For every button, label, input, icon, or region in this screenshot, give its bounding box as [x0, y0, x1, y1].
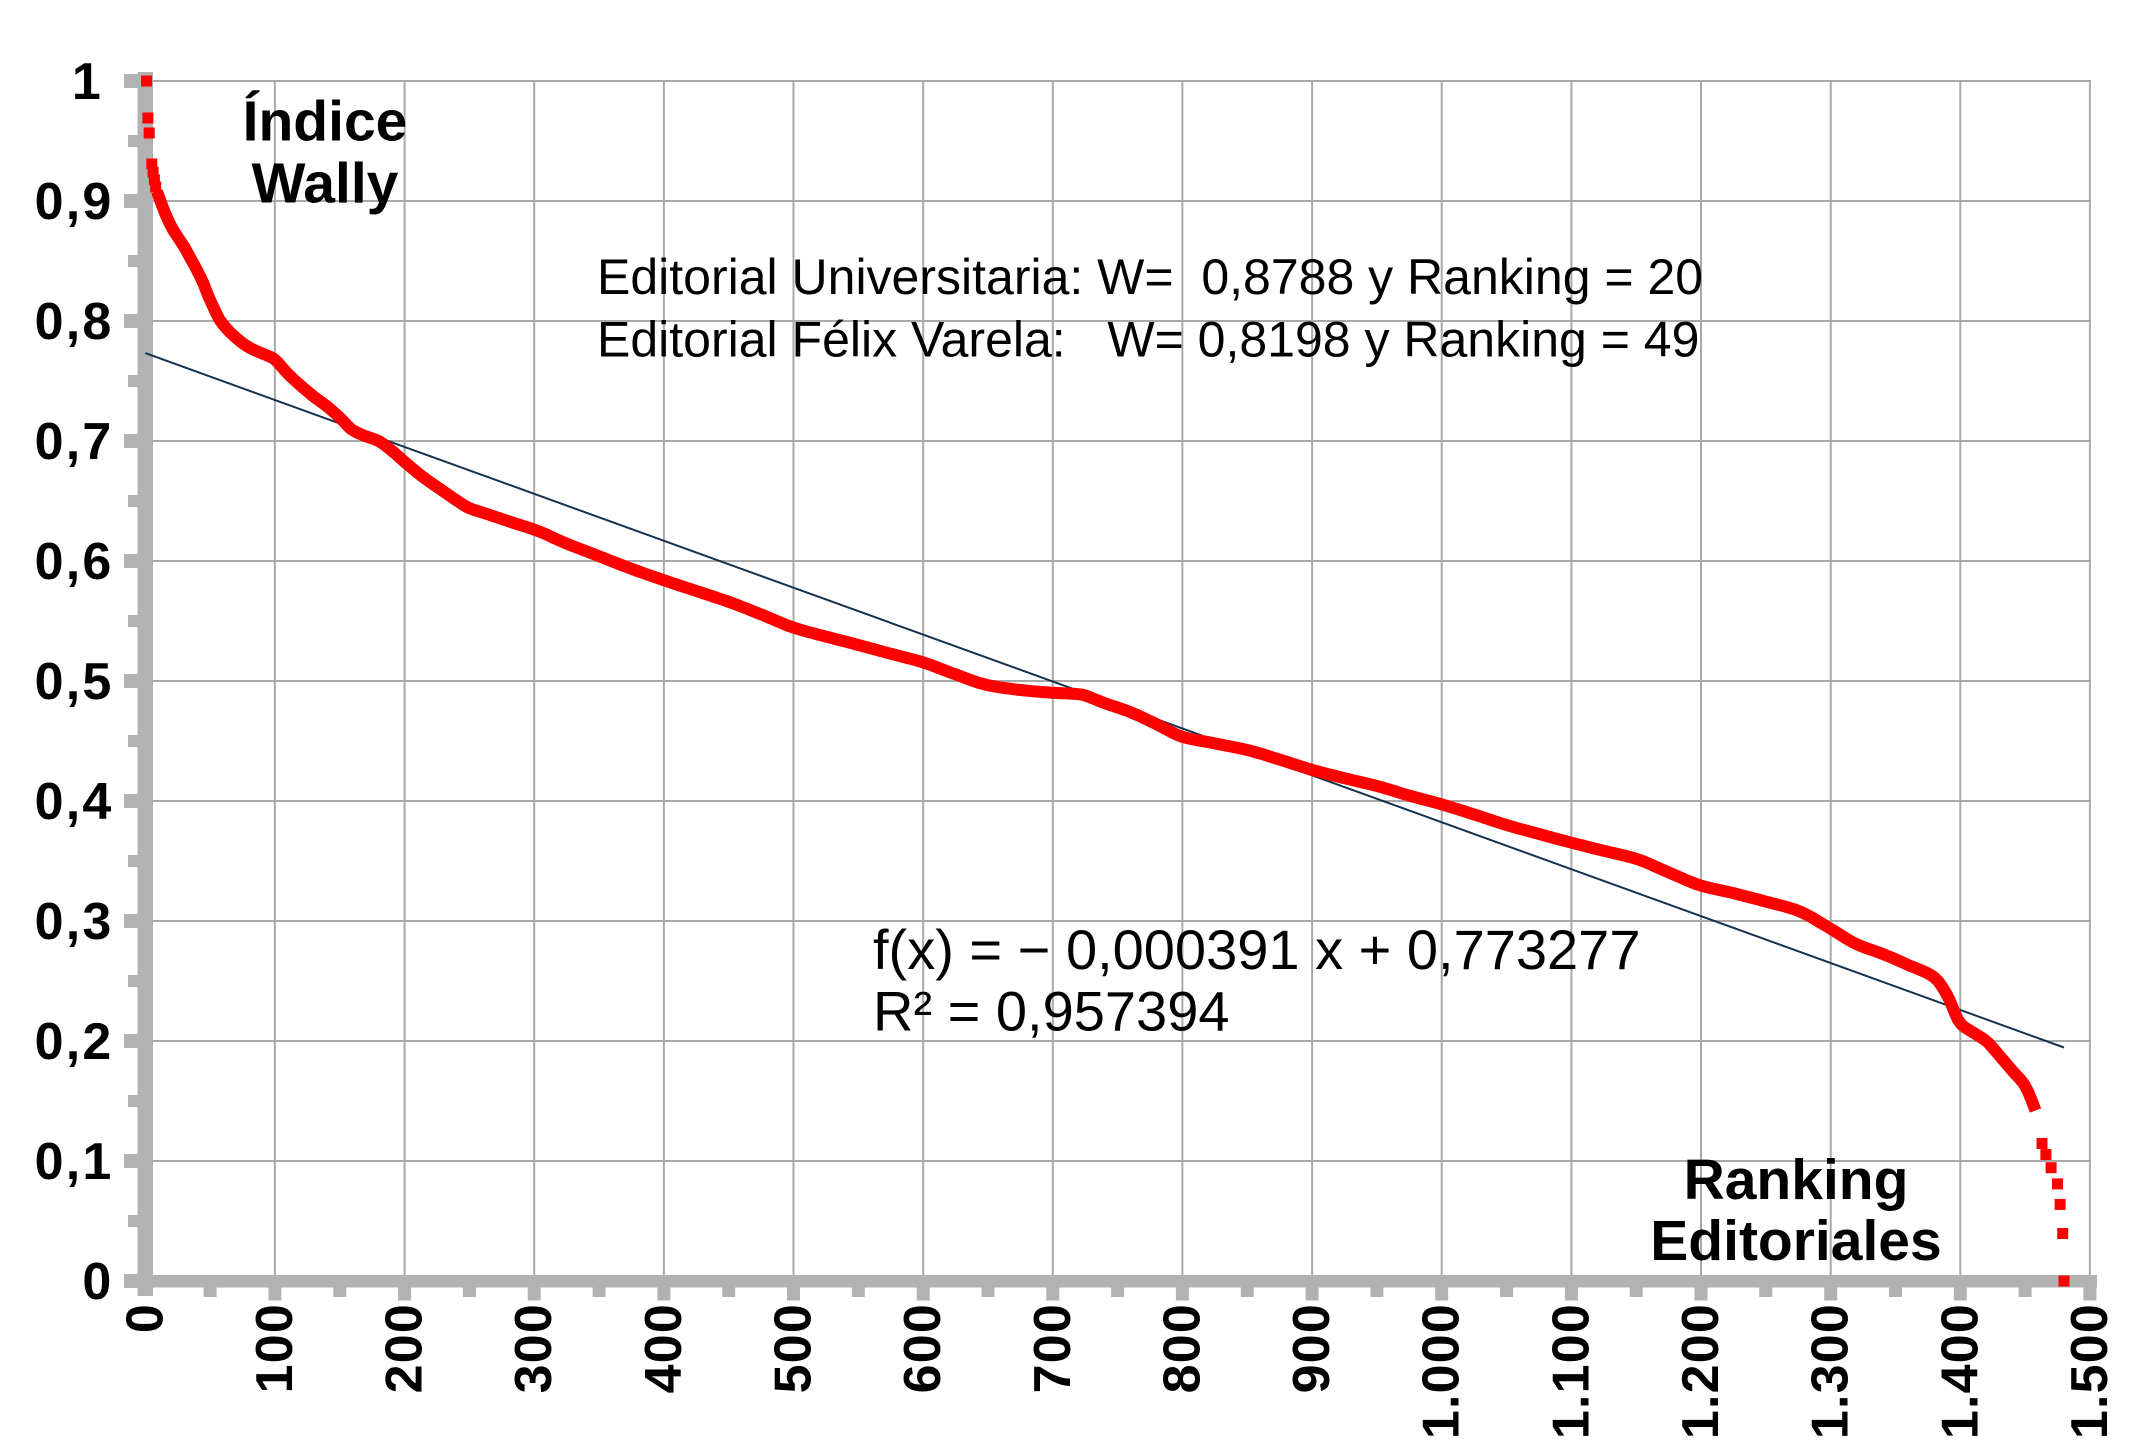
svg-text:300: 300	[505, 1303, 563, 1393]
svg-text:0: 0	[116, 1303, 174, 1333]
svg-text:1.400: 1.400	[1931, 1303, 1989, 1439]
svg-text:500: 500	[765, 1303, 823, 1393]
svg-text:R² = 0,957394: R² = 0,957394	[873, 980, 1229, 1043]
svg-text:100: 100	[246, 1303, 304, 1393]
svg-text:0,6: 0,6	[35, 533, 114, 591]
svg-text:1: 1	[72, 53, 103, 111]
svg-text:0,1: 0,1	[35, 1133, 114, 1191]
svg-text:200: 200	[376, 1303, 434, 1393]
svg-text:0,5: 0,5	[35, 653, 114, 711]
svg-text:800: 800	[1153, 1303, 1211, 1393]
svg-text:1.000: 1.000	[1413, 1303, 1471, 1439]
svg-text:0: 0	[82, 1253, 113, 1311]
svg-text:Editorial Universitaria: W= 0: Editorial Universitaria: W= 0,8788 y Ran…	[597, 249, 1703, 305]
svg-text:1.100: 1.100	[1542, 1303, 1600, 1439]
svg-text:600: 600	[894, 1303, 952, 1393]
svg-text:Wally: Wally	[252, 152, 399, 216]
svg-text:0,3: 0,3	[35, 893, 114, 951]
svg-text:1.500: 1.500	[2061, 1303, 2119, 1439]
svg-text:0,4: 0,4	[35, 773, 114, 831]
svg-text:1.300: 1.300	[1802, 1303, 1860, 1439]
svg-text:Editoriales: Editoriales	[1650, 1209, 1941, 1273]
svg-text:Editorial Félix Varela: W= 0: Editorial Félix Varela: W= 0,8198 y Rank…	[597, 312, 1699, 368]
svg-text:0,2: 0,2	[35, 1013, 114, 1071]
svg-text:1.200: 1.200	[1672, 1303, 1730, 1439]
svg-text:f(x) = − 0,000391 x + 0,773277: f(x) = − 0,000391 x + 0,773277	[873, 918, 1640, 981]
svg-text:400: 400	[635, 1303, 693, 1393]
svg-text:0,8: 0,8	[35, 293, 114, 351]
svg-text:700: 700	[1024, 1303, 1082, 1393]
svg-text:0,7: 0,7	[35, 413, 114, 471]
svg-text:900: 900	[1283, 1303, 1341, 1393]
svg-text:0,9: 0,9	[35, 173, 114, 231]
svg-text:Índice: Índice	[243, 90, 408, 154]
svg-text:Ranking: Ranking	[1684, 1148, 1909, 1212]
